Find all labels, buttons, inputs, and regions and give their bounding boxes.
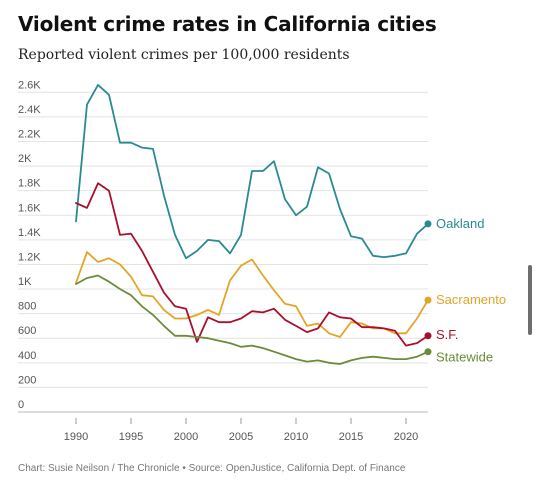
y-tick-label: 0 <box>18 399 24 411</box>
y-tick-label: 600 <box>18 325 36 337</box>
x-tick-label: 2000 <box>174 431 198 443</box>
series-endpoint <box>424 348 432 356</box>
x-tick-label: 2015 <box>339 431 363 443</box>
y-tick-label: 1.6K <box>18 202 41 214</box>
x-tick-label: 1995 <box>119 431 143 443</box>
y-tick-label: 800 <box>18 301 36 313</box>
y-tick-label: 1K <box>18 276 32 288</box>
y-tick-label: 2.4K <box>18 104 41 116</box>
y-tick-label: 200 <box>18 374 36 386</box>
x-tick-label: 2005 <box>229 431 253 443</box>
y-tick-label: 400 <box>18 350 36 362</box>
y-tick-label: 2.2K <box>18 128 41 140</box>
y-tick-label: 2K <box>18 153 32 165</box>
series-label: Oakland <box>436 216 484 231</box>
x-tick-label: 2020 <box>394 431 418 443</box>
series-line-statewide <box>75 274 429 365</box>
x-tick-label: 1990 <box>64 431 88 443</box>
series-labels: Oakland Sacramento S.F. Statewide <box>436 216 506 365</box>
axis: 0 200 400 600 800 1K 1.2K 1.4K 1.6K 1.8K 2K 2.2K 2.4… <box>18 79 418 443</box>
series-lines <box>75 84 432 365</box>
series-line-oakland <box>75 84 429 260</box>
y-tick-label: 1.8K <box>18 178 41 190</box>
grid-lines <box>18 91 428 413</box>
series-endpoint <box>424 332 432 340</box>
x-tick-label: 2010 <box>284 431 308 443</box>
chart-subtitle: Reported violent crimes per 100,000 resi… <box>18 47 350 63</box>
y-tick-label: 1.4K <box>18 227 41 239</box>
series-line-s-f <box>75 182 429 347</box>
chart-title: Violent crime rates in California cities <box>18 12 437 36</box>
series-label: S.F. <box>436 327 458 342</box>
y-tick-label: 2.6K <box>18 79 41 91</box>
chart-credit: Chart: Susie Neilson / The Chronicle • S… <box>18 463 406 474</box>
series-label: Statewide <box>436 350 493 365</box>
series-label: Sacramento <box>436 292 506 307</box>
scrollbar[interactable] <box>528 265 532 335</box>
series-endpoint <box>424 296 432 304</box>
y-tick-label: 1.2K <box>18 251 41 263</box>
series-endpoint <box>424 220 432 228</box>
